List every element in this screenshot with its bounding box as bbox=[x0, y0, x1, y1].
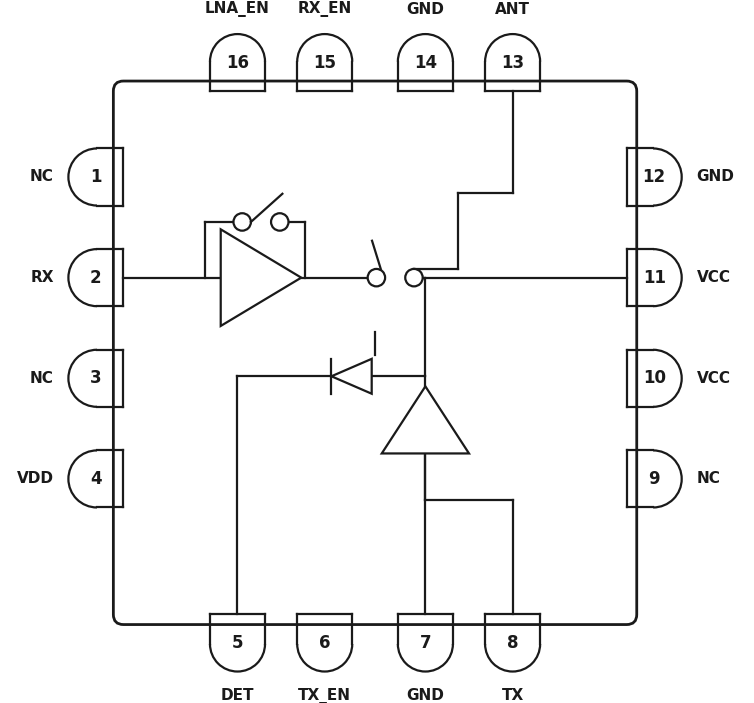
Text: GND: GND bbox=[406, 688, 444, 703]
Text: GND: GND bbox=[406, 2, 444, 18]
Text: VCC: VCC bbox=[697, 270, 731, 285]
Text: GND: GND bbox=[697, 169, 734, 184]
Text: 1: 1 bbox=[90, 168, 102, 186]
Text: 8: 8 bbox=[507, 634, 518, 652]
Text: 11: 11 bbox=[642, 269, 666, 287]
Text: NC: NC bbox=[29, 169, 54, 184]
Circle shape bbox=[405, 269, 423, 286]
Text: NC: NC bbox=[697, 472, 720, 486]
Text: RX: RX bbox=[30, 270, 54, 285]
Text: 16: 16 bbox=[226, 53, 249, 72]
Text: 10: 10 bbox=[642, 369, 666, 387]
Polygon shape bbox=[382, 387, 469, 453]
Text: DET: DET bbox=[221, 688, 254, 703]
FancyBboxPatch shape bbox=[113, 81, 636, 624]
Text: 12: 12 bbox=[642, 168, 666, 186]
Circle shape bbox=[234, 213, 251, 231]
Text: 5: 5 bbox=[231, 634, 244, 652]
Text: LNA_EN: LNA_EN bbox=[205, 1, 270, 18]
Text: 3: 3 bbox=[90, 369, 102, 387]
Text: TX: TX bbox=[501, 688, 524, 703]
Text: 15: 15 bbox=[313, 53, 336, 72]
Polygon shape bbox=[221, 229, 302, 326]
Text: RX_EN: RX_EN bbox=[298, 1, 352, 18]
Text: TX_EN: TX_EN bbox=[299, 688, 351, 703]
Text: 4: 4 bbox=[90, 470, 102, 488]
Text: 6: 6 bbox=[319, 634, 330, 652]
Text: VCC: VCC bbox=[697, 370, 731, 386]
Polygon shape bbox=[332, 359, 372, 394]
Circle shape bbox=[271, 213, 289, 231]
Text: 2: 2 bbox=[90, 269, 102, 287]
Text: ANT: ANT bbox=[495, 2, 530, 18]
Text: VDD: VDD bbox=[17, 472, 54, 486]
Text: 9: 9 bbox=[648, 470, 660, 488]
Circle shape bbox=[368, 269, 385, 286]
Text: 13: 13 bbox=[501, 53, 524, 72]
Text: NC: NC bbox=[29, 370, 54, 386]
Text: 7: 7 bbox=[419, 634, 431, 652]
Text: 14: 14 bbox=[414, 53, 437, 72]
